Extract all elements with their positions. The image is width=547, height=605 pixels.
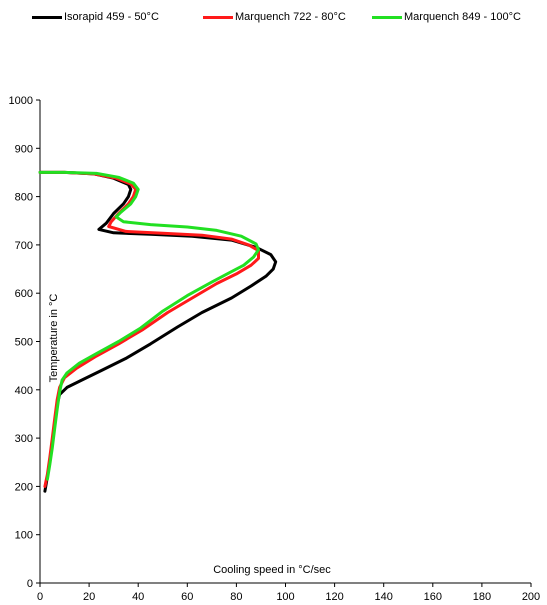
y-tick-label: 300 (15, 433, 33, 445)
y-tick-label: 700 (15, 240, 33, 252)
legend-swatch-series-1 (32, 15, 62, 19)
y-tick-label: 400 (15, 385, 33, 397)
x-tick-label: 120 (325, 591, 343, 603)
x-tick-label: 100 (276, 591, 294, 603)
legend-item-series-2: Marquench 722 - 80°C (203, 8, 346, 26)
series-line-1 (38, 170, 278, 493)
legend-label-series-1: Isorapid 459 - 50°C (64, 11, 159, 23)
x-tick-label: 140 (375, 591, 393, 603)
y-tick-label: 1000 (9, 95, 33, 107)
y-tick-label: 100 (15, 530, 33, 542)
x-tick-label: 80 (230, 591, 242, 603)
legend-swatch-series-2 (203, 15, 233, 19)
x-tick-label: 40 (132, 591, 144, 603)
legend-item-series-1: Isorapid 459 - 50°C (32, 8, 159, 26)
x-tick-label: 200 (522, 591, 540, 603)
y-tick-label: 0 (27, 578, 33, 590)
y-tick-label: 800 (15, 192, 33, 204)
chart-axes: 0 100 200 300 400 500 600 700 800 900 1000 0 20 40 60 8… (9, 95, 541, 603)
x-axis-title: Cooling speed in °C/sec (213, 564, 331, 576)
series-line-2 (38, 170, 260, 488)
x-tick-label: 20 (83, 591, 95, 603)
legend-swatch-series-3 (372, 15, 402, 19)
y-tick-label: 900 (15, 143, 33, 155)
x-tick-label: 180 (473, 591, 491, 603)
x-tick-label: 160 (424, 591, 442, 603)
legend-label-series-3: Marquench 849 - 100°C (404, 11, 521, 23)
y-axis-title: Temperature in °C (48, 294, 60, 383)
legend-item-series-3: Marquench 849 - 100°C (372, 8, 521, 26)
legend-label-series-2: Marquench 722 - 80°C (235, 11, 346, 23)
legend: Isorapid 459 - 50°C Marquench 722 - 80°C… (0, 8, 547, 26)
series-line-3 (38, 170, 260, 481)
series-layer (38, 170, 278, 493)
x-tick-label: 60 (181, 591, 193, 603)
y-tick-label: 200 (15, 481, 33, 493)
x-tick-label: 0 (37, 591, 43, 603)
y-tick-label: 600 (15, 288, 33, 300)
y-tick-label: 500 (15, 337, 33, 349)
